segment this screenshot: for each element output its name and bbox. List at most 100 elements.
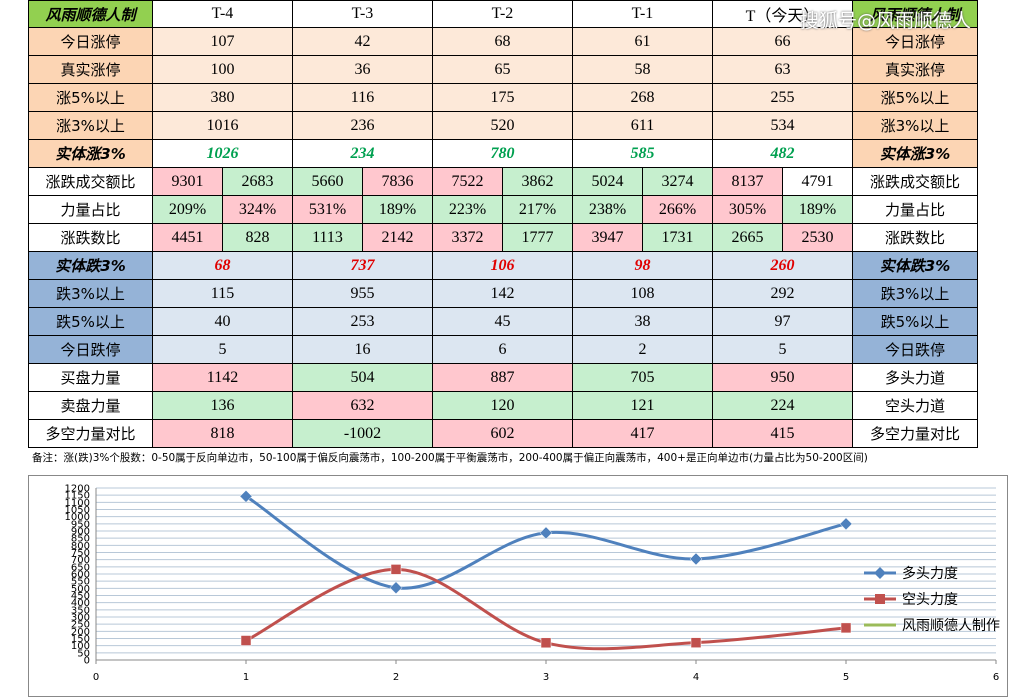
split-cell: 4791 — [783, 168, 853, 196]
split-cell: 3947 — [573, 224, 643, 252]
header-cell: T-1 — [573, 0, 713, 28]
value-cell: 175 — [433, 84, 573, 112]
value-cell: 116 — [293, 84, 433, 112]
y-tick-label: 600 — [71, 570, 90, 581]
marker — [690, 637, 702, 648]
row-label-right: 空头力道 — [853, 392, 978, 420]
row-label-right: 涨3%以上 — [853, 112, 978, 140]
value-cell: 66 — [713, 28, 853, 56]
x-tick-label: 4 — [693, 672, 699, 683]
split-cell: 2530 — [783, 224, 853, 252]
row-label-right: 涨5%以上 — [853, 84, 978, 112]
split-cell: 3274 — [643, 168, 713, 196]
y-tick-label: 500 — [71, 584, 90, 595]
row-label: 涨跌数比 — [28, 224, 153, 252]
value-cell: 224 — [713, 392, 853, 420]
row-label-right: 实体涨3% — [853, 140, 978, 168]
split-cell: 3862 — [503, 168, 573, 196]
series-line — [245, 567, 847, 651]
value-cell: 950 — [713, 364, 853, 392]
value-cell: 482 — [713, 140, 853, 168]
row-label: 力量占比 — [28, 196, 153, 224]
legend-label: 多头力度 — [902, 565, 958, 582]
split-cell: 5660 — [293, 168, 363, 196]
y-tick-label: 0 — [84, 656, 90, 667]
y-tick-label: 200 — [71, 627, 90, 638]
marker — [240, 635, 252, 646]
split-cell: 217% — [503, 196, 573, 224]
marker — [390, 564, 402, 575]
marker — [840, 622, 852, 634]
y-tick-label: 950 — [71, 519, 90, 530]
row-label: 实体跌3% — [28, 252, 153, 280]
split-cell: 7522 — [433, 168, 503, 196]
split-cell: 266% — [643, 196, 713, 224]
value-cell: 602 — [433, 420, 573, 448]
value-cell: 107 — [153, 28, 293, 56]
value-cell: 1016 — [153, 112, 293, 140]
value-cell: 65 — [433, 56, 573, 84]
row-label: 涨5%以上 — [28, 84, 153, 112]
split-cell: 7836 — [363, 168, 433, 196]
y-tick-label: 300 — [71, 613, 90, 624]
value-cell: 42 — [293, 28, 433, 56]
y-tick-label: 1150 — [65, 491, 90, 502]
split-cell: 9301 — [153, 168, 223, 196]
split-cell: 828 — [223, 224, 293, 252]
row-label-right: 真实涨停 — [853, 56, 978, 84]
x-tick-label: 0 — [93, 672, 99, 683]
legend-label: 空头力度 — [902, 592, 958, 608]
value-cell: 115 — [153, 280, 293, 308]
split-cell: 3372 — [433, 224, 503, 252]
value-cell: 108 — [573, 280, 713, 308]
y-tick-label: 50 — [77, 648, 90, 659]
split-cell: 209% — [153, 196, 223, 224]
y-tick-label: 800 — [71, 541, 90, 552]
chart-frame — [28, 475, 1008, 697]
legend-marker — [875, 594, 885, 604]
row-label: 真实涨停 — [28, 56, 153, 84]
row-label-right: 涨跌成交额比 — [853, 168, 978, 196]
y-tick-label: 150 — [71, 634, 90, 645]
value-cell: -1002 — [293, 420, 433, 448]
value-cell: 38 — [573, 308, 713, 336]
header-cell: 风雨顺德人制 — [853, 0, 978, 28]
y-tick-label: 400 — [71, 598, 90, 609]
y-tick-label: 1050 — [65, 505, 90, 516]
value-cell: 504 — [293, 364, 433, 392]
value-cell: 98 — [573, 252, 713, 280]
value-cell: 705 — [573, 364, 713, 392]
row-label: 跌3%以上 — [28, 280, 153, 308]
split-cell: 223% — [433, 196, 503, 224]
value-cell: 818 — [153, 420, 293, 448]
value-cell: 255 — [713, 84, 853, 112]
y-tick-label: 900 — [71, 527, 90, 538]
row-label-right: 今日跌停 — [853, 336, 978, 364]
value-cell: 534 — [713, 112, 853, 140]
row-label-right: 涨跌数比 — [853, 224, 978, 252]
value-cell: 585 — [573, 140, 713, 168]
value-cell: 58 — [573, 56, 713, 84]
y-tick-label: 450 — [71, 591, 90, 602]
split-cell: 5024 — [573, 168, 643, 196]
split-cell: 1777 — [503, 224, 573, 252]
y-tick-label: 650 — [71, 562, 90, 573]
row-label: 跌5%以上 — [28, 308, 153, 336]
value-cell: 260 — [713, 252, 853, 280]
value-cell: 415 — [713, 420, 853, 448]
y-tick-label: 350 — [71, 605, 90, 616]
y-tick-label: 1200 — [65, 484, 90, 495]
x-tick-label: 6 — [993, 672, 999, 683]
value-cell: 68 — [433, 28, 573, 56]
split-cell: 8137 — [713, 168, 783, 196]
header-cell: T-2 — [433, 0, 573, 28]
row-label-right: 力量占比 — [853, 196, 978, 224]
split-cell: 2142 — [363, 224, 433, 252]
value-cell: 417 — [573, 420, 713, 448]
value-cell: 97 — [713, 308, 853, 336]
value-cell: 5 — [713, 336, 853, 364]
y-tick-label: 100 — [71, 641, 90, 652]
row-label-right: 今日涨停 — [853, 28, 978, 56]
y-tick-label: 850 — [71, 534, 90, 545]
